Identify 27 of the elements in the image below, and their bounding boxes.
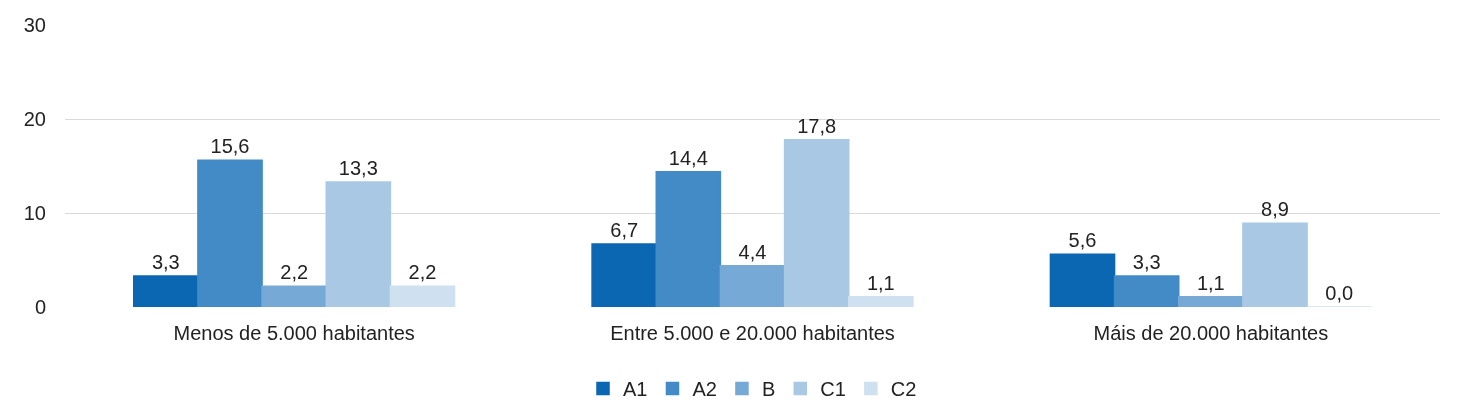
y-tick-label: 10 [23, 202, 46, 224]
data-label: 0,0 [1325, 282, 1354, 304]
data-label: 2,2 [408, 261, 437, 284]
data-label: 4,4 [738, 240, 767, 263]
data-label: 3,3 [1132, 250, 1161, 273]
data-label: 13,3 [338, 156, 378, 179]
data-label: 3,3 [151, 250, 180, 273]
data-label: 15,6 [210, 135, 250, 158]
x-tick-label: Máis de 20.000 habitantes [1093, 322, 1329, 344]
data-label: 6,7 [610, 219, 639, 242]
data-label: 1,1 [1196, 271, 1225, 294]
legend-label: B [761, 378, 776, 401]
data-label: 1,1 [866, 271, 895, 294]
legend-label: C1 [820, 378, 846, 401]
data-label: 2,2 [280, 261, 309, 284]
y-tick-label: 30 [23, 14, 46, 36]
data-label: 8,9 [1261, 198, 1289, 221]
data-label: 5,6 [1068, 229, 1097, 252]
legend-label: A2 [692, 378, 717, 401]
x-tick-label: Entre 5.000 e 20.000 habitantes [610, 322, 895, 344]
data-label: 14,4 [668, 146, 708, 169]
legend-label: A1 [623, 378, 648, 401]
legend-label: C2 [890, 378, 917, 401]
data-label: 17,8 [797, 114, 837, 137]
y-tick-label: 0 [34, 296, 46, 318]
y-tick-label: 20 [23, 108, 46, 130]
x-tick-label: Menos de 5.000 habitantes [173, 322, 415, 344]
